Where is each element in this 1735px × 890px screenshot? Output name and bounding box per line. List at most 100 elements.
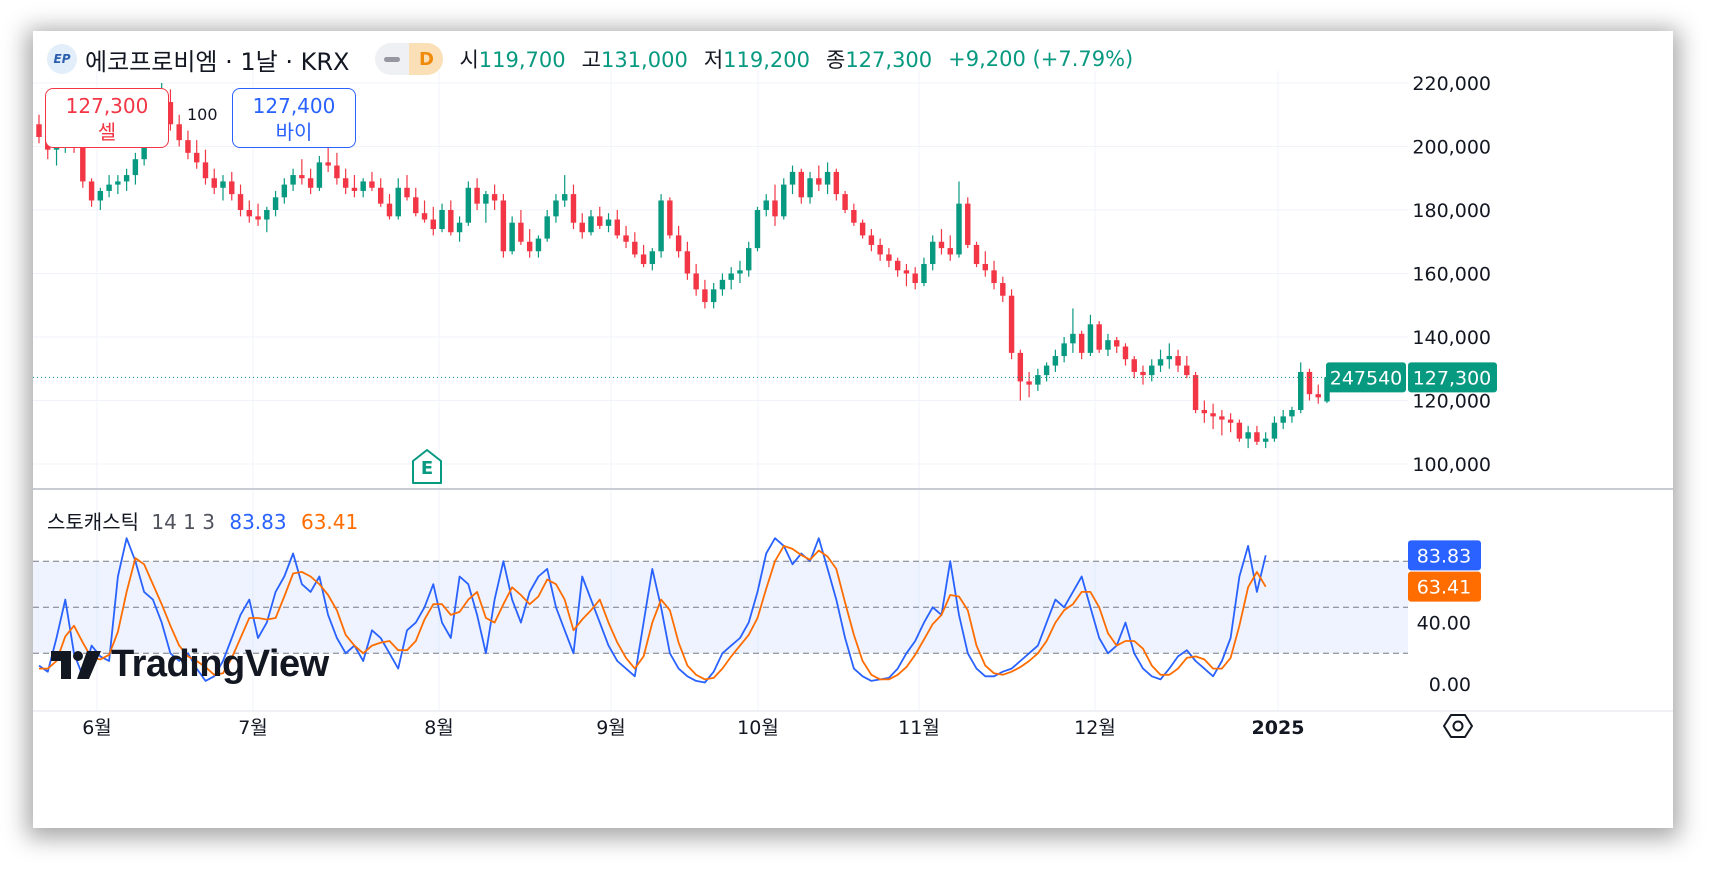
sell-price: 127,300 [65, 94, 149, 118]
time-axis-tick: 9월 [596, 717, 626, 739]
stochastic-k-tag-background [1408, 540, 1481, 571]
candle-body [491, 194, 498, 201]
price-axis-tick: 140,000 [1412, 327, 1491, 349]
time-axis-tick: 8월 [424, 717, 454, 739]
earnings-marker[interactable]: E [410, 448, 444, 486]
candle-body [115, 181, 121, 185]
candle-body [632, 241, 638, 255]
high-label: 고 [581, 48, 601, 72]
candle-body [395, 187, 401, 217]
candle-body [1113, 340, 1120, 347]
candle-body [553, 200, 559, 217]
stochastic-d-tag: 63.41 [1408, 571, 1481, 602]
candle-body [202, 162, 209, 179]
candle-body [1070, 333, 1076, 344]
stochastic-k-tag: 83.83 [1408, 540, 1481, 571]
candle-body [991, 270, 997, 284]
candle-body [842, 194, 848, 210]
candle-body [781, 184, 787, 217]
price-change: +9,200 (+7.79%) [948, 47, 1134, 71]
price-axis-tick: 160,000 [1412, 264, 1491, 286]
candle-body [579, 222, 585, 233]
candle-body [1149, 365, 1155, 376]
tradingview-wordmark: TradingView [111, 643, 329, 685]
volume-tag-text: 247540 [1330, 367, 1403, 389]
data-mode-pill[interactable]: D [375, 43, 444, 75]
symbol-title[interactable]: 에코프로비엠 · 1날 · KRX [85, 47, 350, 76]
order-quantity[interactable]: 100 [187, 105, 218, 124]
candle-body [272, 197, 279, 210]
sell-button[interactable]: 127,300 셀 [45, 88, 169, 148]
candle-body [649, 251, 656, 264]
candle-body [1166, 356, 1173, 360]
candle-body [211, 178, 217, 188]
candle-body [1000, 283, 1006, 296]
candle-body [807, 178, 813, 198]
candle-body [1227, 419, 1234, 423]
candle-body [307, 178, 314, 188]
candle-body [465, 187, 472, 223]
candle-body [903, 270, 910, 274]
candle-body [518, 222, 524, 242]
stochastic-legend[interactable]: 스토캐스틱 14 1 3 83.83 63.41 [47, 506, 358, 535]
candle-body [693, 273, 699, 290]
price-axis-tick: 200,000 [1412, 137, 1491, 159]
last-price-tag-background [1408, 362, 1497, 393]
candle-body [851, 210, 857, 223]
ohlc-low: 저119,200 [704, 44, 810, 74]
minus-icon[interactable] [375, 43, 409, 75]
buy-button[interactable]: 127,400 바이 [232, 88, 356, 148]
candle-body [167, 102, 174, 125]
candle-body [281, 184, 288, 198]
candle-body [413, 197, 419, 214]
open-value: 119,700 [478, 48, 566, 72]
candle-body [439, 210, 445, 230]
time-axis-tick: 11월 [898, 717, 940, 739]
candle-body [728, 273, 734, 280]
candle-body [544, 216, 550, 239]
candle-body [947, 248, 953, 255]
candle-body [929, 241, 936, 264]
stochastic-params: 14 1 3 [151, 510, 215, 534]
candle-body [1105, 340, 1111, 350]
candle-body [824, 171, 831, 185]
buy-label: 바이 [275, 120, 313, 144]
candle-body [264, 210, 270, 220]
chart-canvas[interactable]: 220,000 200,000 180,000 160,000 140,000 120,0… [33, 31, 1673, 828]
symbol-logo-icon[interactable]: EP [47, 44, 77, 74]
candle-body [1043, 365, 1050, 376]
tradingview-watermark[interactable]: TradingView [51, 643, 329, 686]
close-value: 127,300 [845, 48, 933, 72]
stochastic-k-line[interactable] [38, 537, 1267, 684]
delayed-data-badge[interactable]: D [409, 43, 444, 75]
ohlc-high: 고131,000 [582, 44, 688, 74]
candle-body [246, 210, 253, 217]
price-axis-tick: 180,000 [1412, 200, 1491, 222]
candle-body [982, 263, 989, 271]
time-axis-tick: 7월 [238, 717, 268, 739]
price-axis-tick: 120,000 [1412, 391, 1491, 413]
candle-body [1245, 432, 1251, 439]
candle-body [859, 222, 866, 236]
candle-body [754, 210, 761, 249]
stochastic-d-line[interactable] [39, 545, 1267, 681]
candle-body [526, 241, 533, 252]
candle-body [237, 194, 244, 210]
candle-body [1306, 371, 1313, 395]
candle-body [1096, 324, 1102, 350]
candle-body [798, 171, 805, 198]
ohlc-open: 시119,700 [459, 44, 565, 74]
settings-icon[interactable] [1443, 711, 1473, 741]
symbol-header: EP 에코프로비엠 · 1날 · KRX D 시119,700 고131,000… [47, 39, 1133, 79]
time-axis-tick: 12월 [1074, 717, 1116, 739]
candle-body [570, 194, 577, 223]
candle-body [1078, 333, 1085, 353]
last-price-tag[interactable]: 127,300 [1408, 362, 1497, 393]
candle-body [1175, 356, 1181, 366]
candle-body [342, 178, 349, 188]
candle-body [745, 248, 752, 271]
candle-body [1087, 324, 1094, 353]
candle-body [894, 260, 901, 271]
candle-body [1184, 365, 1190, 376]
candle-body [623, 235, 629, 242]
